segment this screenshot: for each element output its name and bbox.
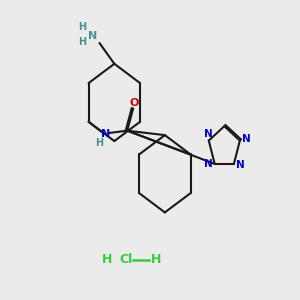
Text: H: H: [95, 138, 104, 148]
Text: N: N: [88, 31, 97, 40]
Text: N: N: [242, 134, 251, 144]
Text: Cl: Cl: [120, 254, 133, 266]
Text: H: H: [79, 22, 87, 32]
Text: O: O: [130, 98, 139, 108]
Text: H: H: [102, 254, 112, 266]
Text: H: H: [79, 38, 87, 47]
Text: N: N: [236, 160, 245, 170]
Text: N: N: [101, 129, 110, 139]
Text: H: H: [151, 254, 161, 266]
Text: N: N: [204, 159, 213, 169]
Text: N: N: [204, 129, 212, 139]
